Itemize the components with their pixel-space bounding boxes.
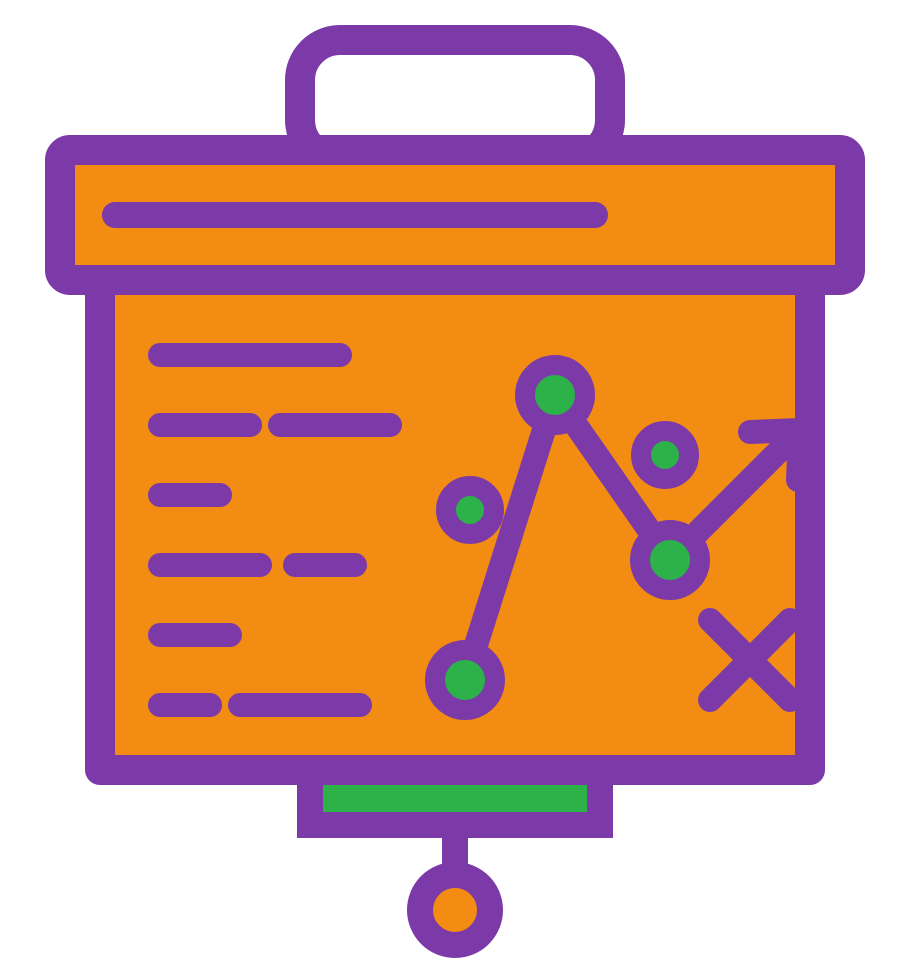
strategy-presentation-icon (0, 0, 910, 980)
